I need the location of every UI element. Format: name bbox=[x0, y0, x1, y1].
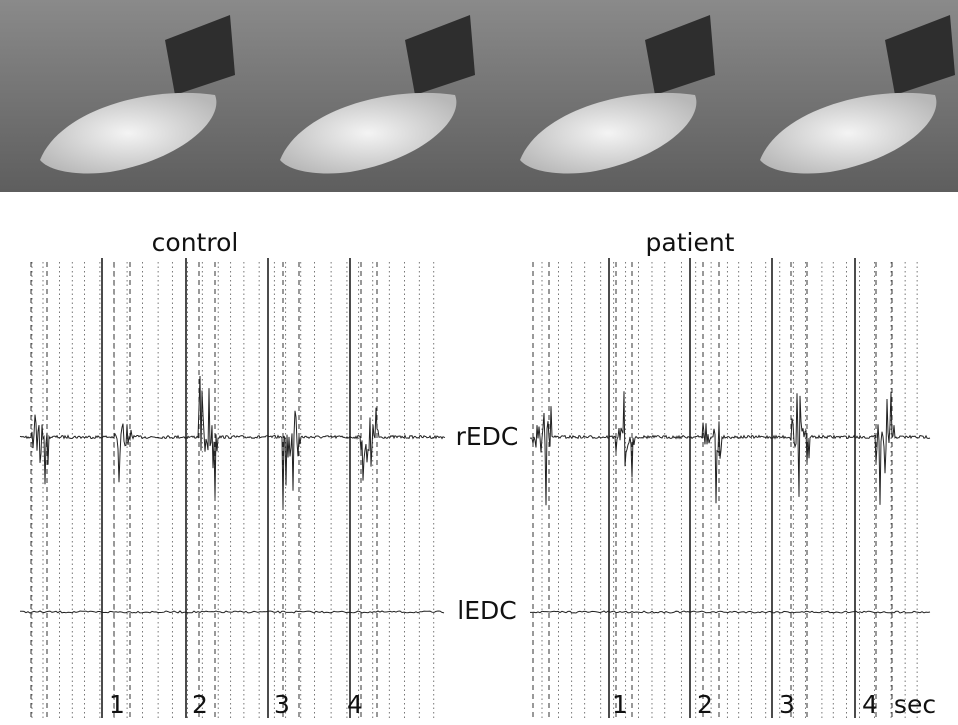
hand bbox=[760, 92, 937, 174]
label-bg bbox=[446, 418, 528, 456]
device bbox=[885, 15, 955, 95]
time-label: 4 bbox=[862, 690, 878, 719]
channel-label: rEDC bbox=[456, 422, 519, 451]
time-labels: 1 2 3 4 1 2 3 4 sec bbox=[109, 690, 936, 719]
channel-label: lEDC bbox=[457, 596, 516, 625]
time-label: 4 bbox=[347, 690, 363, 719]
time-label: 1 bbox=[612, 690, 628, 719]
panel-title: control bbox=[152, 228, 239, 257]
redc-trace bbox=[19, 375, 446, 508]
time-label: 3 bbox=[779, 690, 795, 719]
time-label: 3 bbox=[274, 690, 290, 719]
hand bbox=[40, 92, 217, 174]
time-label: 2 bbox=[697, 690, 713, 719]
device bbox=[645, 15, 715, 95]
time-unit: sec bbox=[894, 690, 936, 719]
photo-strip bbox=[0, 0, 958, 192]
time-grid bbox=[30, 258, 918, 718]
hand bbox=[280, 92, 457, 174]
ledc-trace bbox=[19, 610, 445, 614]
device bbox=[405, 15, 475, 95]
hand bbox=[520, 92, 697, 174]
time-label: 1 bbox=[109, 690, 125, 719]
device bbox=[165, 15, 235, 95]
ledc-trace bbox=[530, 610, 931, 614]
time-label: 2 bbox=[192, 690, 208, 719]
panel-title: patient bbox=[646, 228, 735, 257]
label-bg bbox=[446, 594, 528, 632]
emg-traces bbox=[19, 375, 931, 614]
redc-trace bbox=[529, 391, 931, 506]
